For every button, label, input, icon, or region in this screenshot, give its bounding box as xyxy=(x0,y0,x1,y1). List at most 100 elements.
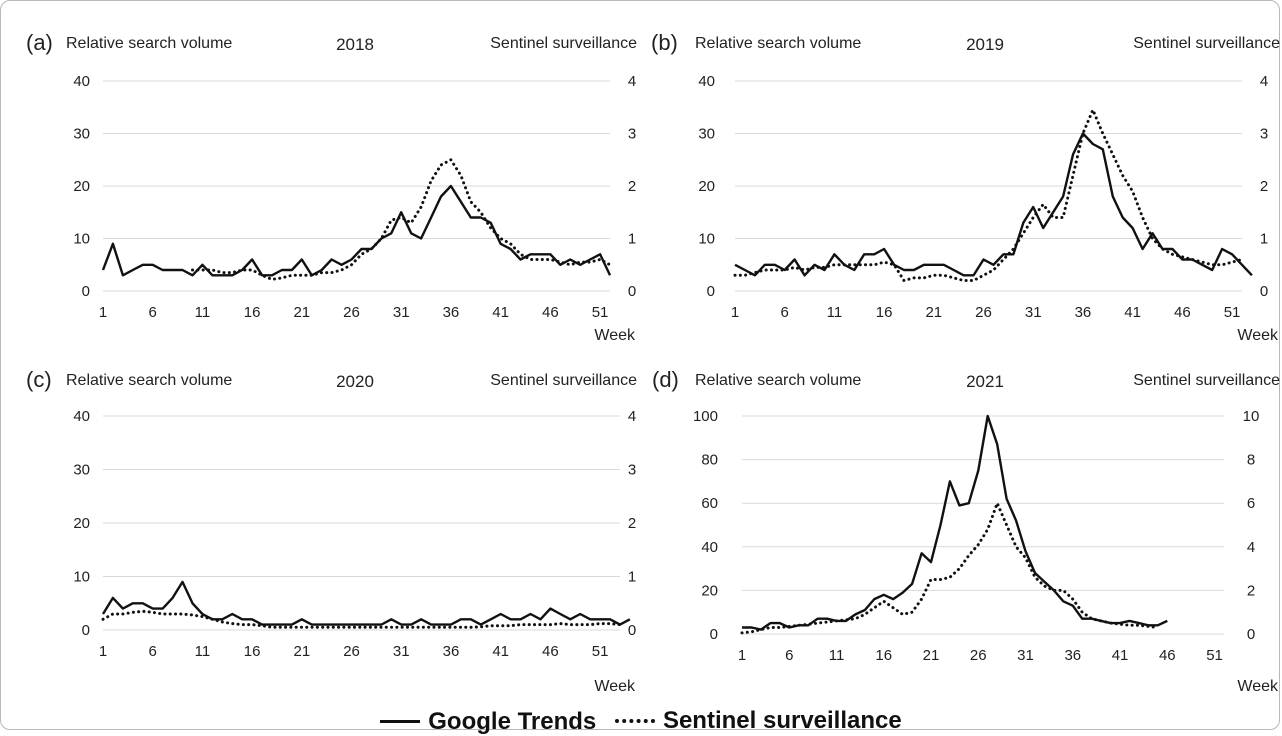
y-left-tick-label: 30 xyxy=(73,462,90,479)
chart-title: 2021 xyxy=(966,372,1004,391)
x-axis-label: Week xyxy=(594,678,636,695)
y-right-tick-label: 3 xyxy=(1260,126,1268,143)
chart-title: 2018 xyxy=(336,35,374,54)
y-right-tick-label: 4 xyxy=(1260,73,1268,90)
x-tick-label: 51 xyxy=(592,304,609,321)
y-left-axis-label: Relative search volume xyxy=(695,35,861,52)
x-tick-label: 51 xyxy=(1206,647,1223,664)
x-tick-label: 16 xyxy=(875,647,892,664)
x-axis-label: Week xyxy=(1237,327,1279,344)
y-left-tick-label: 0 xyxy=(82,283,90,300)
y-right-tick-label: 3 xyxy=(628,462,636,479)
legend-item-google-trends: Google Trends xyxy=(380,708,596,736)
y-left-tick-label: 10 xyxy=(73,231,90,248)
x-tick-label: 26 xyxy=(970,647,987,664)
y-right-axis-label: Sentinel surveillance xyxy=(490,372,637,389)
legend-solid-line-swatch xyxy=(380,720,421,723)
y-right-tick-label: 3 xyxy=(628,126,636,143)
series-line-google-trends xyxy=(101,580,631,626)
x-tick-label: 6 xyxy=(781,304,789,321)
x-tick-label: 16 xyxy=(244,643,261,660)
x-axis-label: Week xyxy=(1237,678,1279,695)
y-left-tick-label: 20 xyxy=(698,178,715,195)
y-left-tick-label: 30 xyxy=(698,126,715,143)
x-tick-label: 21 xyxy=(923,647,940,664)
panel-label: (c) xyxy=(26,367,52,392)
y-right-tick-label: 10 xyxy=(1243,408,1260,425)
series-line-sentinel-surveillance xyxy=(740,501,1160,635)
y-left-tick-label: 80 xyxy=(701,452,718,469)
y-left-tick-label: 40 xyxy=(698,73,715,90)
x-axis-label: Week xyxy=(594,327,636,344)
x-tick-label: 31 xyxy=(1025,304,1042,321)
y-left-tick-label: 40 xyxy=(73,73,90,90)
x-tick-label: 21 xyxy=(925,304,942,321)
y-left-tick-label: 0 xyxy=(707,283,715,300)
x-tick-label: 41 xyxy=(1124,304,1141,321)
y-right-tick-label: 2 xyxy=(1247,582,1255,599)
x-tick-label: 26 xyxy=(975,304,992,321)
legend: Google Trends Sentinel surveillance xyxy=(0,702,1282,736)
x-tick-label: 11 xyxy=(829,647,845,664)
legend-item-sentinel-surveillance: Sentinel surveillance xyxy=(614,707,902,735)
y-right-tick-label: 0 xyxy=(1247,626,1255,643)
y-right-tick-label: 0 xyxy=(1260,283,1268,300)
x-tick-label: 51 xyxy=(1224,304,1241,321)
y-left-tick-label: 10 xyxy=(698,231,715,248)
x-tick-label: 16 xyxy=(876,304,893,321)
chart-title: 2019 xyxy=(966,35,1004,54)
series-line-sentinel-surveillance xyxy=(191,158,612,281)
x-tick-label: 36 xyxy=(1064,647,1081,664)
y-left-tick-label: 0 xyxy=(82,622,90,639)
legend-dotted-line-swatch xyxy=(614,719,655,723)
x-tick-label: 51 xyxy=(592,643,609,660)
x-tick-label: 31 xyxy=(393,643,410,660)
x-tick-label: 31 xyxy=(393,304,410,321)
y-right-axis-label: Sentinel surveillance xyxy=(1133,372,1280,389)
y-right-tick-label: 2 xyxy=(1260,178,1268,195)
series-line-google-trends xyxy=(734,132,1253,277)
x-tick-label: 26 xyxy=(343,304,360,321)
x-tick-label: 1 xyxy=(99,304,107,321)
panel-label: (d) xyxy=(652,367,679,392)
x-tick-label: 46 xyxy=(1159,647,1176,664)
x-tick-label: 11 xyxy=(195,643,211,660)
y-left-axis-label: Relative search volume xyxy=(66,35,232,52)
y-left-tick-label: 30 xyxy=(73,126,90,143)
y-right-tick-label: 2 xyxy=(628,178,636,195)
chart-title: 2020 xyxy=(336,372,374,391)
x-tick-label: 36 xyxy=(443,643,460,660)
legend-label-sentinel-surveillance: Sentinel surveillance xyxy=(662,707,902,734)
y-left-tick-label: 40 xyxy=(701,539,718,556)
y-right-tick-label: 4 xyxy=(1247,539,1255,556)
y-left-tick-label: 20 xyxy=(701,582,718,599)
series-line-google-trends xyxy=(101,184,612,277)
x-tick-label: 21 xyxy=(293,304,310,321)
series-line-google-trends xyxy=(742,414,1168,631)
x-tick-label: 31 xyxy=(1017,647,1034,664)
x-tick-label: 11 xyxy=(195,304,211,321)
x-tick-label: 21 xyxy=(294,643,311,660)
y-left-axis-label: Relative search volume xyxy=(66,372,232,389)
x-tick-label: 46 xyxy=(1174,304,1191,321)
y-right-tick-label: 0 xyxy=(628,283,636,300)
y-right-tick-label: 6 xyxy=(1247,495,1255,512)
y-left-tick-label: 20 xyxy=(73,178,90,195)
x-tick-label: 26 xyxy=(343,643,360,660)
y-right-tick-label: 8 xyxy=(1247,452,1255,469)
y-right-tick-label: 1 xyxy=(1260,231,1268,248)
x-tick-label: 46 xyxy=(542,304,559,321)
x-tick-label: 1 xyxy=(99,643,107,660)
x-tick-label: 36 xyxy=(443,304,460,321)
y-left-tick-label: 40 xyxy=(73,408,90,425)
panel-label: (b) xyxy=(651,30,678,55)
x-tick-label: 1 xyxy=(731,304,739,321)
x-tick-label: 6 xyxy=(785,647,793,664)
x-tick-label: 41 xyxy=(1112,647,1129,664)
x-tick-label: 1 xyxy=(738,647,746,664)
x-tick-label: 36 xyxy=(1075,304,1092,321)
y-right-tick-label: 2 xyxy=(628,515,636,532)
y-left-axis-label: Relative search volume xyxy=(695,372,861,389)
panel-label: (a) xyxy=(26,30,53,55)
